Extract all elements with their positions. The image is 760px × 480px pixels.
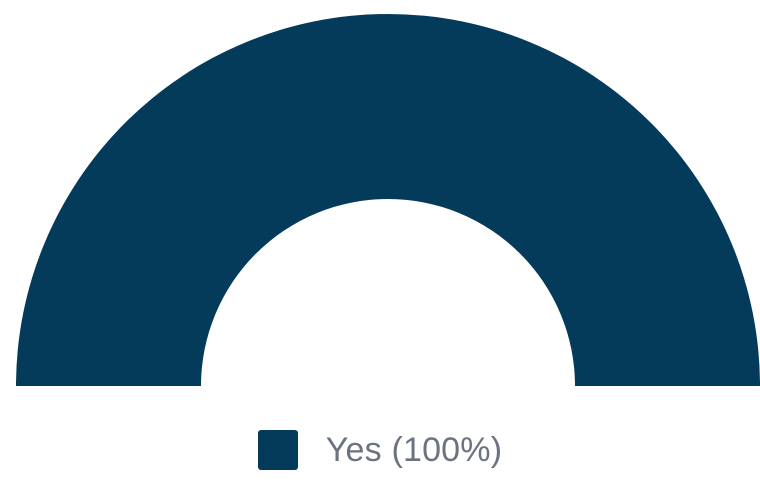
- chart-legend: Yes (100%): [0, 430, 760, 470]
- legend-item-yes[interactable]: Yes (100%): [257, 430, 503, 470]
- legend-label: Yes (100%): [325, 430, 503, 469]
- legend-swatch: [257, 430, 298, 470]
- slice-yes[interactable]: [16, 14, 760, 386]
- semi-donut-chart: [16, 14, 760, 386]
